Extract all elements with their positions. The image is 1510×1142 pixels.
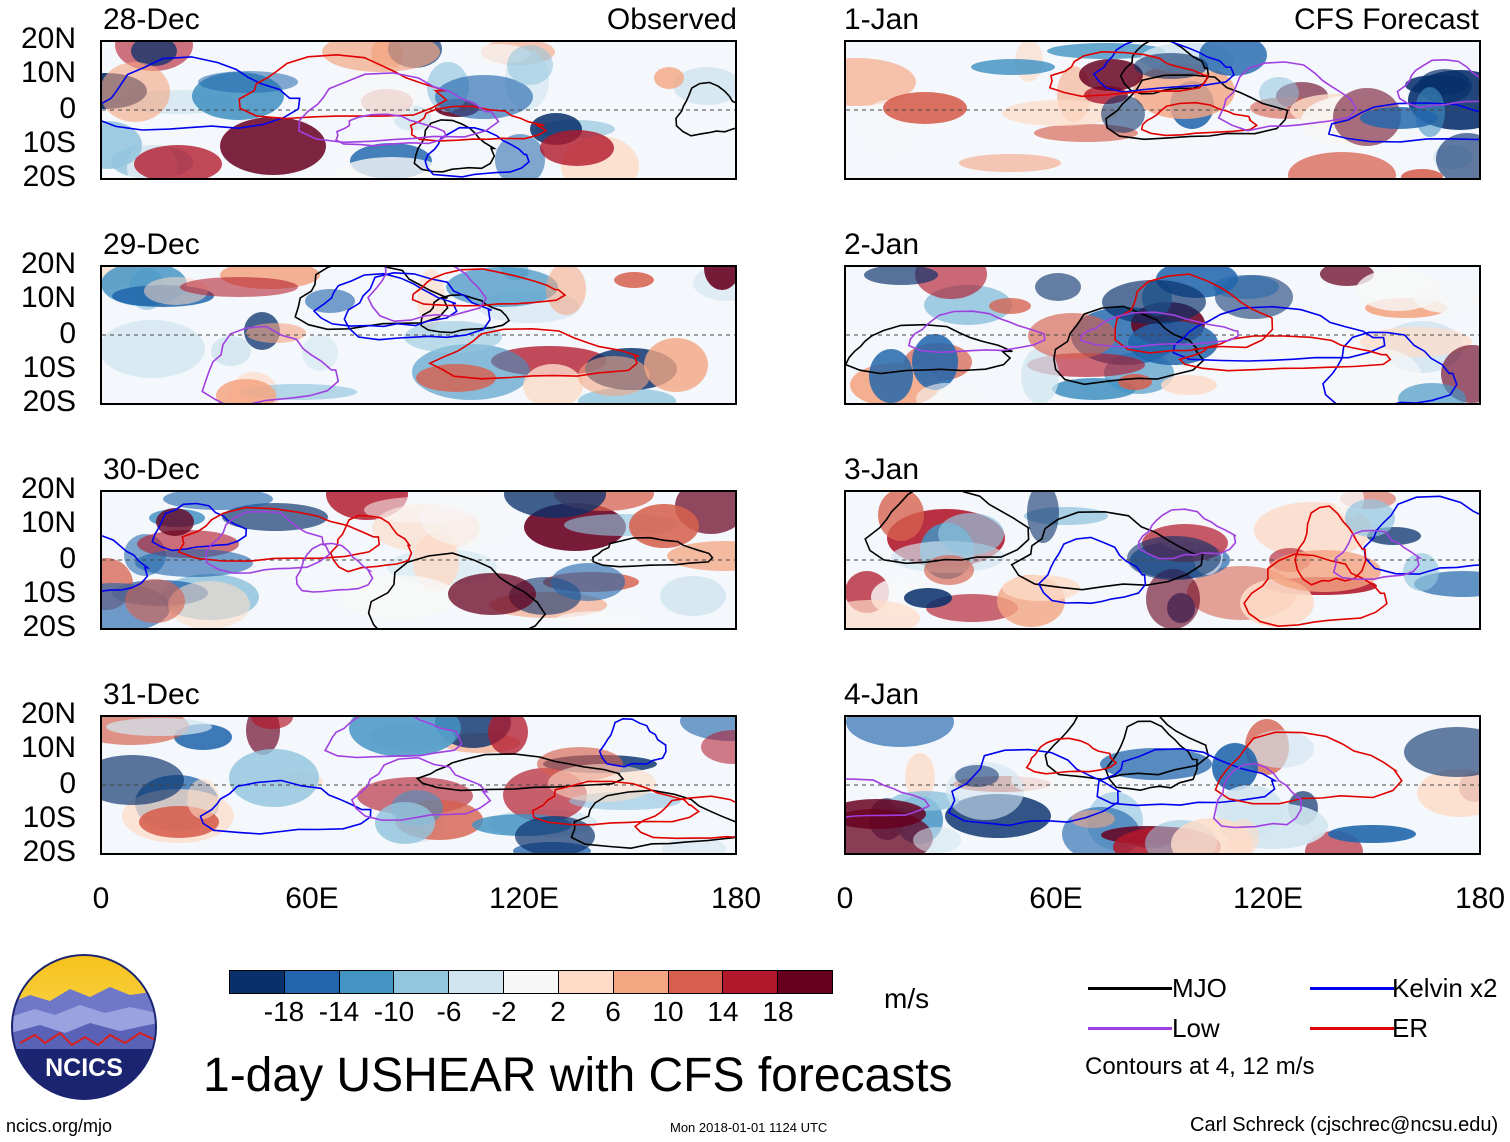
footer-timestamp: Mon 2018-01-01 1124 UTC — [670, 1120, 828, 1135]
lat-label: 20N — [20, 22, 76, 55]
legend-label-kelvin: Kelvin x2 — [1392, 973, 1498, 1003]
panel-date: 2-Jan — [844, 228, 920, 261]
colorbar — [229, 970, 833, 994]
lat-label: 20N — [20, 697, 76, 730]
map-panel-31-dec — [100, 715, 737, 855]
colorbar-tick: 10 — [652, 996, 684, 1027]
lon-label: 120E — [1232, 882, 1304, 915]
legend-label-er: ER — [1392, 1013, 1429, 1043]
lon-label: 180 — [710, 882, 762, 915]
map-panel-30-dec — [100, 490, 737, 630]
colorbar-tick: -2 — [491, 996, 517, 1027]
panel-date: 4-Jan — [844, 678, 920, 711]
lat-label: 20S — [22, 160, 76, 193]
lat-label: 10S — [22, 126, 76, 159]
figure-title: 1-day USHEAR with CFS forecasts — [203, 1049, 953, 1102]
panel-date: 29-Dec — [103, 228, 200, 261]
colorbar-swatch — [778, 971, 832, 993]
panel-label-observed: Observed — [606, 3, 737, 36]
colorbar-tick: -14 — [318, 996, 360, 1027]
map-panel-2-jan — [844, 265, 1481, 405]
panel-date: 1-Jan — [844, 3, 920, 36]
map-panel-28-dec — [100, 40, 737, 180]
lon-label: 120E — [488, 882, 560, 915]
legend-note: Contours at 4, 12 m/s — [1085, 1053, 1315, 1080]
colorbar-tick: 2 — [550, 996, 566, 1027]
colorbar-tick: 18 — [762, 996, 794, 1027]
lat-label: 0 — [59, 317, 76, 350]
lat-label: 10N — [20, 731, 76, 764]
footer-url: ncics.org/mjo — [6, 1116, 113, 1136]
panel-date: 3-Jan — [844, 453, 920, 486]
colorbar-swatch — [558, 971, 614, 993]
legend-line-low — [1088, 1027, 1172, 1030]
colorbar-tick: 14 — [707, 996, 739, 1027]
colorbar-tick: -6 — [436, 996, 462, 1027]
lat-label: 20S — [22, 385, 76, 418]
panel-date: 30-Dec — [103, 453, 200, 486]
panel-date: 31-Dec — [103, 678, 200, 711]
map-panel-4-jan — [844, 715, 1481, 855]
lon-label: 60E — [1029, 882, 1083, 915]
lon-label: 60E — [285, 882, 339, 915]
colorbar-tick: 6 — [605, 996, 621, 1027]
lat-label: 0 — [59, 542, 76, 575]
panel-date: 28-Dec — [103, 3, 200, 36]
colorbar-swatch — [668, 971, 724, 993]
colorbar-tick: -18 — [263, 996, 305, 1027]
legend-label-mjo: MJO — [1172, 973, 1227, 1003]
lat-label: 10N — [20, 281, 76, 314]
lon-label: 0 — [92, 882, 110, 915]
colorbar-swatch — [449, 971, 505, 993]
lat-label: 10S — [22, 351, 76, 384]
lat-label: 10N — [20, 506, 76, 539]
lon-label: 0 — [836, 882, 854, 915]
legend-line-kelvin — [1310, 987, 1394, 990]
footer-author: Carl Schreck (cjschrec@ncsu.edu) — [1190, 1114, 1499, 1136]
lat-label: 20S — [22, 610, 76, 643]
lat-label: 10S — [22, 576, 76, 609]
colorbar-swatch — [230, 971, 285, 993]
lat-label: 0 — [59, 767, 76, 800]
lat-label: 0 — [59, 92, 76, 125]
lat-label: 20S — [22, 835, 76, 868]
legend-line-mjo — [1088, 987, 1172, 990]
lat-label: 10S — [22, 801, 76, 834]
lat-label: 20N — [20, 472, 76, 505]
colorbar-tick: -10 — [373, 996, 415, 1027]
panel-label-cfs-forecast: CFS Forecast — [1293, 3, 1479, 36]
colorbar-swatch — [339, 971, 395, 993]
map-panel-3-jan — [844, 490, 1481, 630]
colorbar-swatch — [723, 971, 779, 993]
lon-label: 180 — [1454, 882, 1506, 915]
map-panel-29-dec — [100, 265, 737, 405]
ncics-logo: NCICS — [10, 953, 158, 1101]
logo-text: NCICS — [45, 1054, 123, 1082]
colorbar-swatch — [394, 971, 450, 993]
colorbar-swatch — [504, 971, 559, 993]
legend-label-low: Low — [1172, 1013, 1220, 1043]
map-panel-1-jan — [844, 40, 1481, 180]
lat-label: 20N — [20, 247, 76, 280]
lat-label: 10N — [20, 56, 76, 89]
colorbar-unit: m/s — [884, 983, 930, 1014]
colorbar-swatch — [284, 971, 340, 993]
legend-line-er — [1310, 1027, 1394, 1030]
colorbar-swatch — [613, 971, 669, 993]
